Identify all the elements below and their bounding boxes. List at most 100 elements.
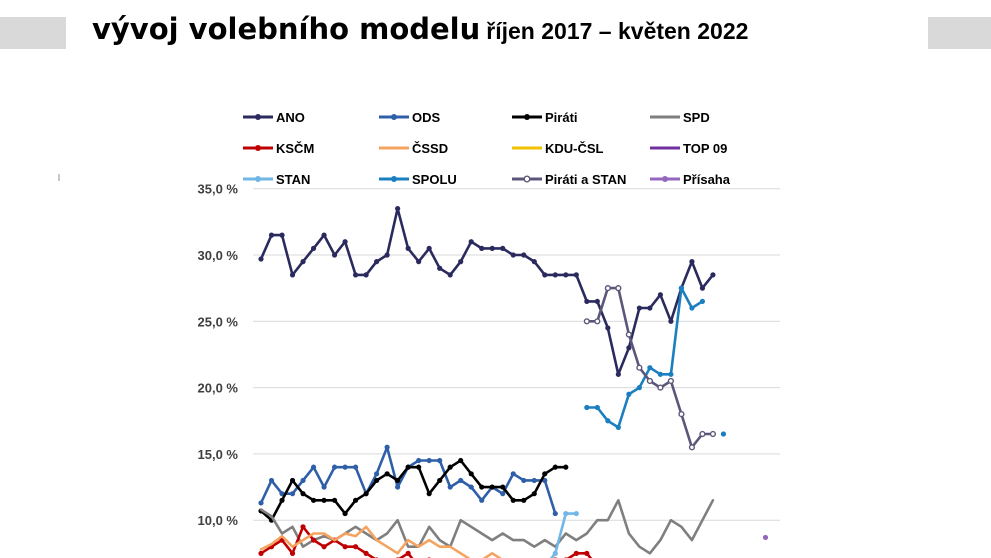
data-point-stan [573,510,579,517]
data-point-pirati [521,497,527,503]
data-point-pirati-a-stan [699,430,706,438]
data-point-pirati [563,464,569,470]
data-point-ano [668,318,674,324]
data-point-spolu [594,404,600,411]
data-point-ods [521,477,527,484]
y-tick-label: 35,0 % [198,182,239,197]
data-point-ods [352,464,359,470]
data-point-ods [258,500,264,506]
data-point-ano [615,371,621,377]
data-point-ods [552,510,558,517]
data-point-ods [384,444,390,450]
page-title: vývoj volebního modelu říjen 2017 – květe… [92,12,748,46]
data-point-spolu [615,424,621,430]
legend-label-kdu-csl: KDU-ČSL [545,141,604,156]
data-point-ods [447,484,453,490]
data-point-spolu [584,404,590,411]
data-point-ano [531,259,537,265]
data-point-ano [657,292,663,298]
data-point-ano [268,232,275,238]
data-point-pirati [363,491,369,497]
legend-label-kscm: KSČM [276,141,314,156]
data-point-kscm [363,550,369,556]
data-point-pirati-a-stan [615,285,622,292]
data-point-ods [321,484,327,490]
data-point-pirati-a-stan [625,331,632,338]
series-line-pirati [259,459,568,522]
data-point-pirati [426,491,432,497]
data-point-ano [468,239,474,245]
legend-label-pirati-a-stan: Piráti a STAN [545,172,626,187]
legend-label-stan: STAN [276,172,310,187]
data-point-ano [384,252,390,258]
data-point-ano [289,272,296,278]
legend-marker-stan [255,176,261,182]
data-point-ano [447,272,453,278]
data-point-ano [374,259,380,265]
legend-label-ods: ODS [412,110,441,125]
data-point-kscm [352,544,359,550]
data-point-kscm [342,544,348,550]
data-point-ods [510,471,516,477]
legend-marker-ods [391,114,397,120]
legend-label-cssd: ČSSD [412,141,448,156]
data-point-kscm [321,544,327,550]
data-point-ano [395,205,401,212]
data-point-ano [647,305,653,311]
series-line-kscm [259,525,593,558]
data-point-pirati [489,484,495,490]
y-tick-label: 15,0 % [198,447,239,462]
data-point-pirati [300,491,306,497]
data-point-ods [342,464,348,470]
data-point-kscm [258,550,264,556]
y-tick-label: 25,0 % [198,314,239,329]
data-point-pirati [279,497,285,503]
data-point-ods [331,464,338,470]
y-tick-label: 30,0 % [198,248,239,263]
data-point-ano [405,245,411,251]
data-point-ods [426,457,432,464]
data-point-ano [626,345,632,351]
legend-marker-prisaha [662,176,668,182]
data-point-ods [268,477,275,484]
left-decor-bar [0,17,66,49]
data-point-pirati [321,497,327,503]
data-point-ano [605,325,611,331]
data-point-pirati [374,477,380,484]
data-point-spolu [720,431,727,437]
title-sub: říjen 2017 – květen 2022 [486,18,749,44]
legend-label-spd: SPD [683,110,710,125]
data-point-ods [542,477,548,484]
data-point-ods [395,484,401,490]
legend-marker-kscm [255,145,261,151]
legend-marker-pirati-a-stan [523,175,531,183]
data-point-ano [710,272,716,278]
data-point-ods [289,491,296,497]
data-point-ano [584,298,590,305]
data-point-pirati-a-stan [667,377,674,385]
data-point-ano [563,272,569,278]
data-point-pirati [531,491,537,497]
data-point-spolu [626,391,632,397]
data-point-pirati [437,477,443,484]
data-point-kscm [289,550,296,556]
data-point-ods [500,491,506,497]
data-point-ano [363,272,369,278]
data-point-ods [416,457,422,464]
data-point-ano [458,259,464,265]
series-line-ano [259,207,715,376]
data-point-ano [331,252,338,258]
data-point-pirati-a-stan [678,411,685,418]
data-point-kscm [310,537,317,543]
data-point-ods [479,497,485,503]
data-point-ano [636,305,642,311]
right-decor-bar [928,17,991,49]
data-point-pirati-a-stan [636,364,643,371]
legend-marker-ano [255,114,261,120]
data-point-pirati-a-stan [657,384,664,391]
data-point-pirati [479,484,485,490]
data-point-pirati [500,484,506,490]
data-point-ano [310,245,317,251]
data-point-kscm [405,550,411,556]
